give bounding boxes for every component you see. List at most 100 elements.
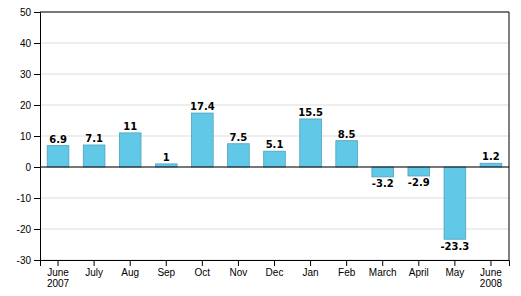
data-label: 1 xyxy=(163,152,170,163)
x-tick-label: Jan xyxy=(303,267,319,278)
x-tick: May xyxy=(445,260,464,278)
y-tick-line xyxy=(34,105,40,106)
x-tick-label: May xyxy=(445,267,464,278)
y-tick-label: 10 xyxy=(20,131,32,142)
x-tick-label-line: Dec xyxy=(266,267,284,278)
x-tick-line xyxy=(94,260,95,266)
y-tick-label: 40 xyxy=(20,38,32,49)
bar xyxy=(336,141,358,167)
x-tick: March xyxy=(369,260,397,278)
x-tick: June2008 xyxy=(480,260,503,289)
y-tick-line xyxy=(34,167,40,168)
x-axis: June2007JulyAugSepOctNovDecJanFebMarchAp… xyxy=(41,260,510,289)
data-label: 7.1 xyxy=(85,133,103,144)
x-tick: June2007 xyxy=(47,260,70,289)
x-tick-line xyxy=(418,260,419,266)
x-tick-label: Dec xyxy=(266,267,284,278)
x-tick-line xyxy=(58,260,59,266)
y-tick: 20 xyxy=(20,100,40,111)
x-tick-label: Nov xyxy=(230,267,248,278)
plot: -30-20-1001020304050June2007JulyAugSepOc… xyxy=(17,7,510,289)
x-tick-label: Feb xyxy=(338,267,356,278)
x-tick-label: April xyxy=(409,267,429,278)
bar xyxy=(408,167,430,176)
grid-line xyxy=(40,167,509,168)
x-tick-label-line: May xyxy=(445,267,464,278)
bar xyxy=(192,113,214,167)
x-tick-label: March xyxy=(369,267,397,278)
x-tick: July xyxy=(85,260,103,278)
bar xyxy=(83,145,105,167)
y-axis-line xyxy=(34,13,41,261)
grid-line xyxy=(40,229,509,230)
x-tick-label: June2008 xyxy=(480,267,503,289)
y-tick-line xyxy=(34,229,40,230)
y-tick-label: -30 xyxy=(17,255,32,266)
data-label: 15.5 xyxy=(298,107,323,118)
data-label: -23.3 xyxy=(440,241,469,252)
data-label: 11 xyxy=(123,121,137,132)
x-tick-label-line: Feb xyxy=(338,267,356,278)
y-tick-label: 20 xyxy=(20,100,32,111)
x-tick-label: Oct xyxy=(195,267,211,278)
y-tick-line xyxy=(34,198,40,199)
x-tick: Aug xyxy=(121,260,139,278)
x-tick-line xyxy=(490,260,491,266)
data-label: 6.9 xyxy=(49,134,67,145)
y-tick-label: -20 xyxy=(17,224,32,235)
x-tick: Sep xyxy=(157,260,175,278)
y-tick: 0 xyxy=(25,162,40,173)
zero-line xyxy=(40,167,509,168)
grid-line xyxy=(40,136,509,137)
x-tick-line xyxy=(346,260,347,266)
bar xyxy=(47,146,69,167)
x-tick-label-line: 2007 xyxy=(47,278,70,289)
y-tick: -10 xyxy=(17,193,40,204)
x-tick-label-line: Nov xyxy=(230,267,248,278)
y-tick-line xyxy=(34,136,40,137)
data-label: 7.5 xyxy=(230,132,248,143)
frame-top xyxy=(40,12,509,13)
y-tick: -30 xyxy=(17,255,40,266)
grid-line xyxy=(40,74,509,75)
y-tick-line xyxy=(34,74,40,75)
y-tick-label: 30 xyxy=(20,69,32,80)
data-label: 5.1 xyxy=(266,139,284,150)
x-tick-line xyxy=(382,260,383,266)
x-tick-label-line: Jan xyxy=(303,267,319,278)
x-tick-label-line: Sep xyxy=(157,267,175,278)
x-tick: Dec xyxy=(266,260,284,278)
grid-line xyxy=(40,105,509,106)
y-tick-line xyxy=(34,12,40,13)
x-tick-line xyxy=(166,260,167,266)
data-label: 8.5 xyxy=(338,129,356,140)
y-tick-label: -10 xyxy=(17,193,32,204)
bar xyxy=(300,119,322,167)
x-tick: April xyxy=(409,260,429,278)
data-label: -2.9 xyxy=(408,177,430,188)
x-tick-label-line: April xyxy=(409,267,429,278)
x-tick-line xyxy=(454,260,455,266)
data-label: 17.4 xyxy=(190,101,215,112)
x-tick-line xyxy=(310,260,311,266)
x-tick-line xyxy=(238,260,239,266)
x-tick-line xyxy=(274,260,275,266)
y-tick-label: 0 xyxy=(25,162,31,173)
bar xyxy=(228,144,250,167)
data-label: -3.2 xyxy=(372,178,394,189)
x-tick: Feb xyxy=(338,260,356,278)
y-tick: 50 xyxy=(20,7,40,18)
y-tick: -20 xyxy=(17,224,40,235)
grid-line xyxy=(40,198,509,199)
x-tick: Jan xyxy=(303,260,319,278)
x-tick-line xyxy=(130,260,131,266)
x-tick-label-line: June xyxy=(480,267,502,278)
x-tick-label-line: 2008 xyxy=(480,278,503,289)
chart: -30-20-1001020304050June2007JulyAugSepOc… xyxy=(0,0,521,296)
x-tick-label-line: Oct xyxy=(195,267,211,278)
x-tick-label: Aug xyxy=(121,267,139,278)
x-tick-label-line: June xyxy=(47,267,69,278)
x-tick: Oct xyxy=(195,260,211,278)
grid-line xyxy=(40,12,509,13)
bar xyxy=(480,163,502,167)
